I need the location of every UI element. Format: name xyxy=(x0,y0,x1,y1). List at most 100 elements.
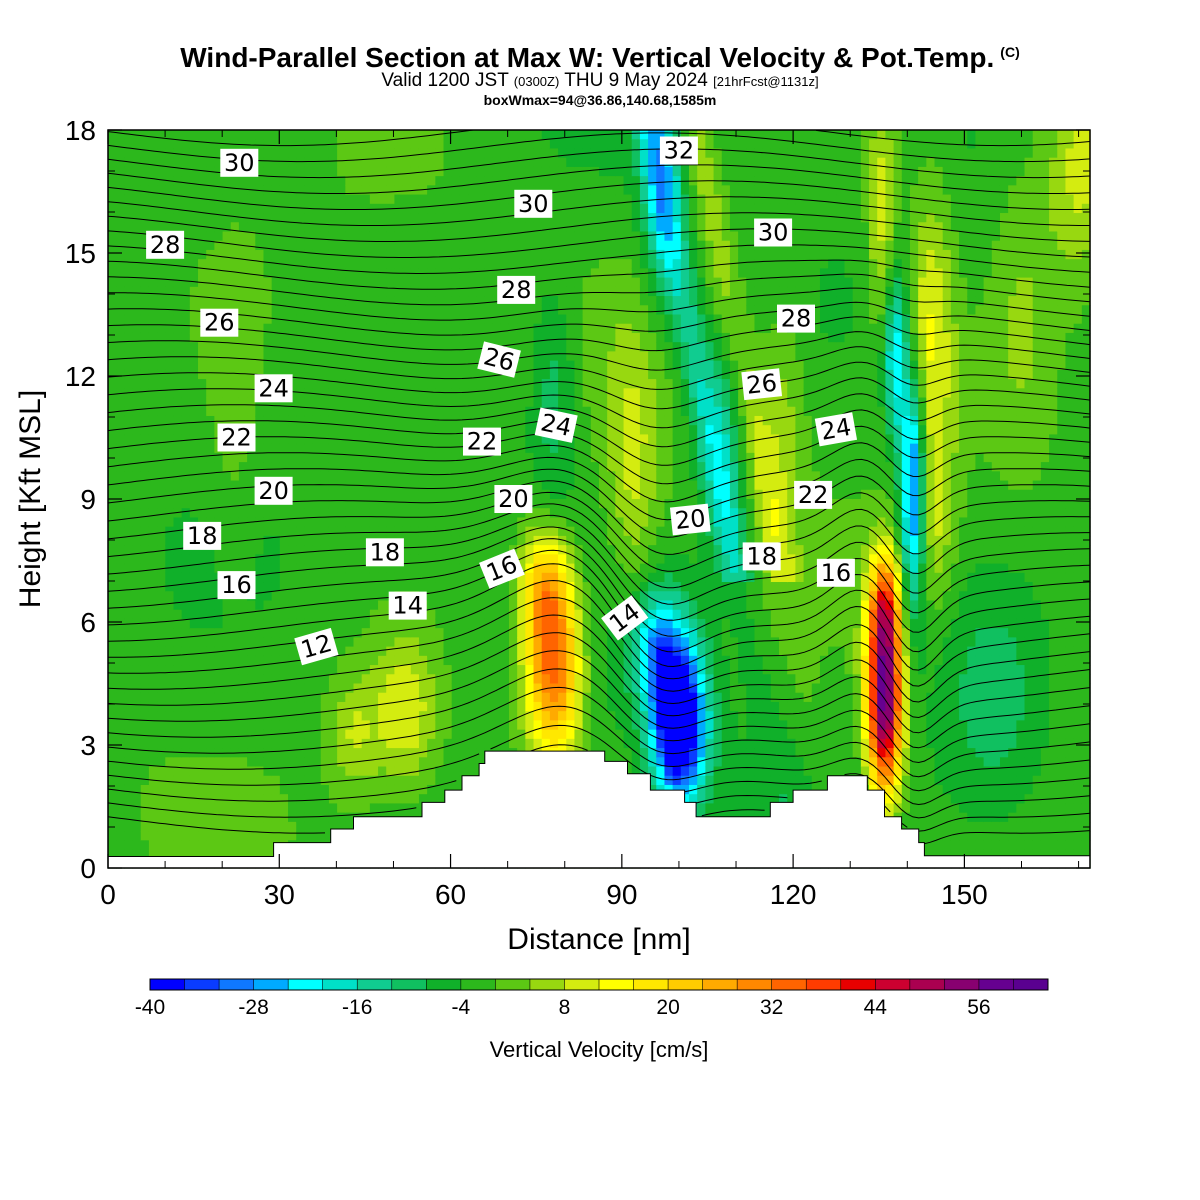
velocity-cell xyxy=(590,139,600,150)
velocity-cell xyxy=(443,729,453,740)
velocity-cell xyxy=(108,351,117,362)
velocity-cell xyxy=(304,277,314,288)
velocity-cell xyxy=(435,231,445,242)
velocity-cell xyxy=(247,452,256,463)
velocity-cell xyxy=(198,425,207,436)
velocity-cell xyxy=(566,591,576,602)
velocity-cell xyxy=(590,692,600,703)
velocity-cell xyxy=(378,332,387,343)
velocity-cell xyxy=(148,692,158,703)
velocity-cell xyxy=(418,305,428,316)
velocity-cell xyxy=(558,342,567,352)
velocity-cell xyxy=(238,194,248,205)
velocity-cell xyxy=(328,397,338,408)
velocity-cell xyxy=(108,480,117,491)
velocity-cell xyxy=(435,379,445,389)
velocity-cell xyxy=(566,637,576,648)
velocity-cell xyxy=(451,609,461,620)
velocity-cell xyxy=(574,508,584,519)
velocity-cell xyxy=(255,296,265,306)
velocity-cell xyxy=(320,554,330,565)
velocity-cell xyxy=(500,166,510,177)
velocity-cell xyxy=(435,240,445,251)
velocity-cell xyxy=(328,766,338,777)
velocity-cell xyxy=(599,443,608,454)
velocity-cell xyxy=(132,249,142,260)
velocity-cell xyxy=(312,425,322,436)
velocity-cell xyxy=(476,139,486,150)
velocity-cell xyxy=(549,711,559,721)
velocity-cell xyxy=(116,194,125,205)
velocity-cell xyxy=(181,480,191,491)
valid-utc: (0300Z) xyxy=(513,74,560,89)
velocity-cell xyxy=(132,379,142,389)
velocity-cell xyxy=(484,517,494,528)
velocity-cell xyxy=(124,471,134,482)
velocity-cell xyxy=(320,489,330,500)
velocity-cell xyxy=(222,499,232,509)
velocity-cell xyxy=(124,296,134,306)
velocity-cell xyxy=(165,323,175,334)
velocity-cell xyxy=(263,342,273,352)
velocity-cell xyxy=(402,748,412,758)
velocity-cell xyxy=(394,711,404,721)
velocity-cell xyxy=(116,305,125,316)
velocity-cell xyxy=(402,582,412,592)
velocity-cell xyxy=(549,148,559,159)
velocity-cell xyxy=(427,711,436,721)
velocity-cell xyxy=(132,231,142,242)
velocity-cell xyxy=(279,526,289,537)
velocity-cell xyxy=(476,508,486,519)
velocity-cell xyxy=(157,508,166,519)
velocity-cell xyxy=(590,305,600,316)
velocity-cell xyxy=(558,600,567,611)
velocity-cell xyxy=(230,369,240,380)
velocity-cell xyxy=(435,572,445,583)
velocity-cell xyxy=(410,554,420,565)
velocity-cell xyxy=(198,130,207,140)
velocity-cell xyxy=(108,185,117,196)
velocity-cell xyxy=(566,379,576,389)
velocity-cell xyxy=(140,360,150,371)
velocity-cell xyxy=(353,332,363,343)
velocity-cell xyxy=(369,332,379,343)
velocity-cell xyxy=(238,665,248,675)
velocity-cell xyxy=(148,425,158,436)
velocity-cell xyxy=(116,277,125,288)
velocity-cell xyxy=(517,369,526,380)
velocity-cell xyxy=(148,489,158,500)
velocity-cell xyxy=(271,545,281,555)
velocity-cell xyxy=(402,480,412,491)
velocity-cell xyxy=(410,628,420,638)
velocity-cell xyxy=(533,738,543,749)
velocity-cell xyxy=(533,176,543,186)
velocity-cell xyxy=(214,342,224,352)
velocity-cell xyxy=(590,240,600,251)
velocity-cell xyxy=(222,711,232,721)
velocity-cell xyxy=(574,222,584,233)
velocity-cell xyxy=(566,471,576,482)
velocity-cell xyxy=(615,249,625,260)
velocity-cell xyxy=(443,766,453,777)
velocity-cell xyxy=(157,277,166,288)
velocity-cell xyxy=(353,166,363,177)
velocity-cell xyxy=(222,471,232,482)
velocity-cell xyxy=(165,794,175,805)
velocity-cell xyxy=(124,434,134,445)
velocity-cell xyxy=(288,434,297,445)
velocity-cell xyxy=(369,369,379,380)
velocity-cell xyxy=(607,665,616,675)
velocity-cell xyxy=(238,489,248,500)
velocity-cell xyxy=(378,646,387,657)
velocity-cell xyxy=(410,563,420,574)
velocity-cell xyxy=(386,360,396,371)
velocity-cell xyxy=(566,628,576,638)
velocity-cell xyxy=(574,591,584,602)
velocity-cell xyxy=(549,618,559,629)
velocity-cell xyxy=(582,637,592,648)
velocity-cell xyxy=(394,803,404,814)
velocity-cell xyxy=(443,738,453,749)
velocity-cell xyxy=(132,849,142,860)
velocity-cell xyxy=(582,683,592,694)
velocity-cell xyxy=(386,222,396,233)
